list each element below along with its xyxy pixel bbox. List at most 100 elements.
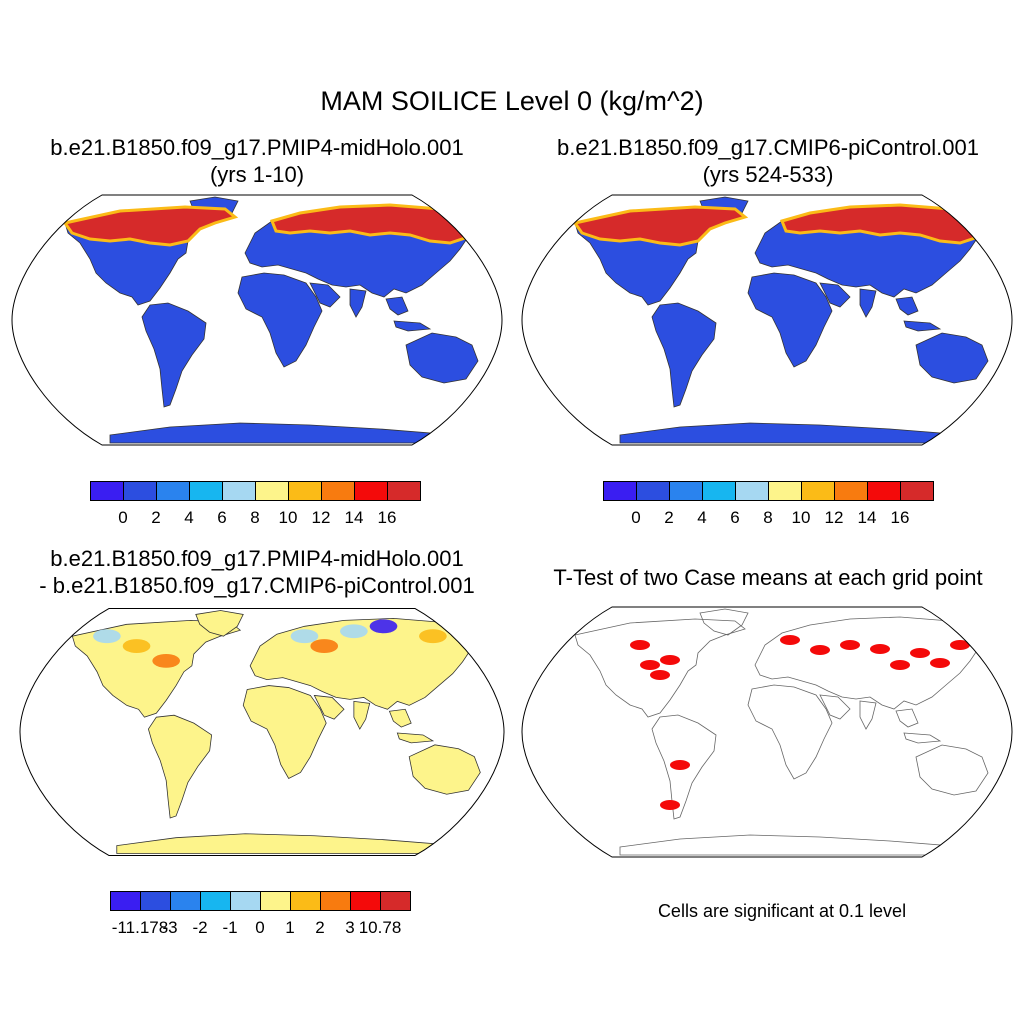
colorbar-box (603, 481, 637, 501)
land-arabia (309, 282, 341, 308)
colorbar-label: 0 (118, 508, 128, 527)
map-frame (521, 194, 1013, 446)
land-arabia (313, 694, 345, 720)
colorbar-box (380, 891, 411, 911)
diff-patch-2 (152, 653, 181, 668)
colorbar-box (702, 481, 736, 501)
map-land-group (71, 610, 485, 854)
diff-patch-0 (93, 629, 121, 644)
colorbar-label: 6 (217, 508, 227, 527)
panel-4-title: T-Test of two Case means at each grid po… (553, 565, 983, 590)
colorbar-box (140, 891, 171, 911)
sig-cell-8 (930, 658, 950, 668)
diff-patch-1 (122, 639, 151, 653)
colorbar-label: 3 (345, 918, 355, 937)
colorbar-box (230, 891, 261, 911)
colorbar-label: 8 (250, 508, 260, 527)
colorbar-label: 14 (344, 508, 364, 527)
colorbar-box (189, 481, 223, 501)
colorbar-label: -11.178 (111, 918, 169, 937)
land-seasia (895, 708, 919, 728)
land-australia (915, 332, 989, 384)
colorbar-box (350, 891, 381, 911)
colorbar-box (110, 891, 141, 911)
land-india (349, 288, 367, 318)
land-southAmerica (651, 714, 717, 820)
land-india (859, 700, 877, 730)
panel-2-case: b.e21.B1850.f09_g17.CMIP6-piControl.001 (557, 135, 979, 160)
land-greenland (699, 608, 749, 636)
land-australia (408, 744, 481, 795)
land-africa (237, 272, 323, 368)
arctic-ice-0 (62, 205, 239, 247)
colorbar-box (123, 481, 157, 501)
land-seasia (385, 296, 409, 316)
sig-cell-0 (630, 640, 650, 650)
colorbar-box (768, 481, 802, 501)
land-northAmerica (574, 618, 746, 718)
land-india (859, 288, 877, 318)
land-arabia (819, 282, 851, 308)
colorbar-label: 16 (890, 508, 910, 527)
land-eurasia (754, 616, 993, 710)
land-indonesia (903, 732, 942, 744)
sig-cell-1 (660, 655, 680, 665)
sig-cell-9 (950, 640, 970, 650)
colorbar-box (636, 481, 670, 501)
sig-cell-5 (840, 640, 860, 650)
land-indonesia (903, 320, 942, 332)
panel-3-title: b.e21.B1850.f09_g17.PMIP4-midHolo.001 - … (0, 545, 514, 599)
colorbar-box (260, 891, 291, 911)
sig-cell-3 (640, 660, 660, 670)
map-land-group (62, 196, 485, 444)
map-panel-3 (19, 608, 505, 856)
colorbar-box (90, 481, 124, 501)
panel-3-case-b: - b.e21.B1850.f09_g17.CMIP6-piControl.00… (39, 573, 475, 598)
map-frame (19, 608, 505, 856)
map-land-group (574, 608, 993, 856)
land-seasia (895, 296, 919, 316)
colorbar-label: 0 (255, 918, 265, 937)
land-seasia (388, 708, 412, 728)
significance-note: Cells are significant at 0.1 level (657, 901, 907, 921)
land-indonesia (393, 320, 432, 332)
colorbar-box (900, 481, 934, 501)
colorbar-label: 4 (184, 508, 194, 527)
colorbar-label: 2 (315, 918, 325, 937)
land-antarctica (109, 422, 431, 444)
panel-2-title: b.e21.B1850.f09_g17.CMIP6-piControl.001 … (512, 134, 1024, 188)
colorbar-box (387, 481, 421, 501)
land-antarctica (619, 422, 941, 444)
colorbar-box (801, 481, 835, 501)
colorbar-label: 12 (824, 508, 844, 527)
diff-patch-7 (310, 639, 339, 653)
colorbar-box (288, 481, 322, 501)
map-panel-4 (521, 606, 1013, 858)
colorbar-label: 16 (377, 508, 397, 527)
sig-cell-4 (810, 645, 830, 655)
colorbar-label: 12 (311, 508, 331, 527)
colorbar-box (669, 481, 703, 501)
land-africa (747, 272, 833, 368)
arctic-ice-0 (572, 205, 749, 247)
land-india (353, 700, 371, 730)
land-indonesia (396, 732, 435, 744)
colorbar-box (321, 481, 355, 501)
land-southAmerica (651, 302, 717, 408)
colorbar-label: 2 (151, 508, 161, 527)
map-land-group (572, 196, 995, 444)
colorbar-box (354, 481, 388, 501)
colorbar-label: 0 (631, 508, 641, 527)
colorbar-label: -3 (162, 918, 178, 937)
sig-cell-12 (780, 635, 800, 645)
sig-cell-6 (870, 644, 890, 654)
colorbar-label: -1 (222, 918, 238, 937)
colorbar-label: 6 (730, 508, 740, 527)
land-arabia (819, 694, 851, 720)
colorbar-label: 2 (664, 508, 674, 527)
colorbar-box (834, 481, 868, 501)
colorbar-label: 10 (278, 508, 298, 527)
colorbar-label: 10.78 (358, 918, 402, 937)
colorbar-box (255, 481, 289, 501)
panel-1-years: (yrs 1-10) (209, 162, 305, 187)
